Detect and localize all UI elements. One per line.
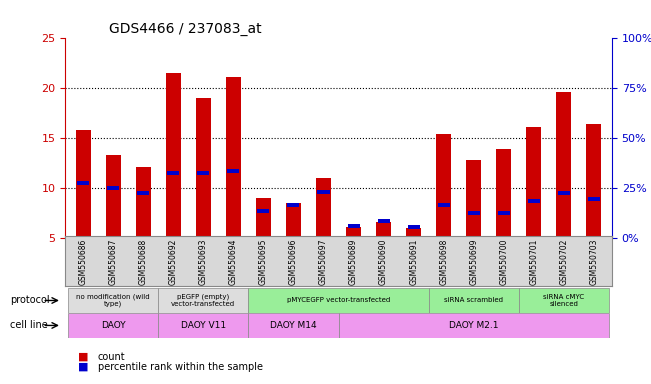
Text: GSM550694: GSM550694 — [229, 239, 238, 285]
Bar — [378, 219, 389, 223]
Bar — [197, 171, 210, 175]
Bar — [196, 98, 211, 238]
Text: pEGFP (empty)
vector-transfected: pEGFP (empty) vector-transfected — [171, 294, 236, 307]
Text: GSM550688: GSM550688 — [139, 239, 148, 285]
Bar — [166, 73, 181, 238]
Bar — [346, 227, 361, 238]
Text: GSM550687: GSM550687 — [109, 239, 118, 285]
Bar — [466, 160, 481, 238]
Text: GSM550691: GSM550691 — [409, 239, 418, 285]
FancyBboxPatch shape — [339, 313, 609, 338]
Bar — [227, 169, 240, 173]
Bar — [437, 203, 450, 207]
Text: no modification (wild
type): no modification (wild type) — [76, 293, 150, 308]
FancyBboxPatch shape — [158, 313, 249, 338]
FancyBboxPatch shape — [249, 313, 339, 338]
Bar — [558, 191, 570, 195]
Text: count: count — [98, 352, 125, 362]
Text: GSM550695: GSM550695 — [259, 239, 268, 285]
FancyBboxPatch shape — [68, 313, 158, 338]
Text: ■: ■ — [78, 352, 89, 362]
Text: cell line: cell line — [10, 320, 48, 331]
Text: GSM550692: GSM550692 — [169, 239, 178, 285]
Text: siRNA scrambled: siRNA scrambled — [444, 298, 503, 303]
Text: siRNA cMYC
silenced: siRNA cMYC silenced — [544, 294, 585, 307]
Bar — [137, 191, 149, 195]
Bar — [256, 198, 271, 238]
Text: GSM550686: GSM550686 — [79, 239, 88, 285]
Text: GSM550693: GSM550693 — [199, 239, 208, 285]
Bar — [436, 134, 451, 238]
Bar — [76, 130, 90, 238]
Bar — [318, 190, 329, 194]
FancyBboxPatch shape — [68, 288, 158, 313]
Bar — [496, 149, 511, 238]
Text: DAOY M2.1: DAOY M2.1 — [449, 321, 499, 330]
Bar — [288, 203, 299, 207]
Bar — [257, 209, 270, 213]
Text: DAOY M14: DAOY M14 — [270, 321, 317, 330]
Text: DAOY V11: DAOY V11 — [181, 321, 226, 330]
Text: percentile rank within the sample: percentile rank within the sample — [98, 362, 262, 372]
Text: pMYCEGFP vector-transfected: pMYCEGFP vector-transfected — [287, 298, 390, 303]
Bar — [587, 124, 602, 238]
Bar — [77, 181, 89, 185]
Text: DAOY: DAOY — [101, 321, 126, 330]
Bar — [406, 228, 421, 238]
Text: GSM550699: GSM550699 — [469, 239, 478, 285]
Bar — [467, 211, 480, 215]
Text: GSM550703: GSM550703 — [589, 239, 598, 285]
Bar — [107, 186, 119, 190]
FancyBboxPatch shape — [249, 288, 428, 313]
Text: GSM550690: GSM550690 — [379, 239, 388, 285]
Bar — [135, 167, 151, 238]
Bar — [588, 197, 600, 201]
Text: ■: ■ — [78, 362, 89, 372]
Bar — [408, 225, 420, 229]
Text: GSM550697: GSM550697 — [319, 239, 328, 285]
Text: GSM550700: GSM550700 — [499, 239, 508, 285]
Text: GSM550701: GSM550701 — [529, 239, 538, 285]
Bar — [498, 211, 510, 215]
Bar — [526, 127, 542, 238]
Text: GDS4466 / 237083_at: GDS4466 / 237083_at — [109, 22, 262, 36]
FancyBboxPatch shape — [428, 288, 519, 313]
Text: GSM550696: GSM550696 — [289, 239, 298, 285]
Text: GSM550689: GSM550689 — [349, 239, 358, 285]
Bar — [557, 92, 572, 238]
FancyBboxPatch shape — [158, 288, 249, 313]
Bar — [105, 155, 120, 238]
Bar — [316, 178, 331, 238]
Bar — [528, 199, 540, 203]
Bar — [348, 224, 359, 228]
Bar — [167, 171, 179, 175]
Bar — [286, 203, 301, 238]
FancyBboxPatch shape — [519, 288, 609, 313]
Bar — [376, 222, 391, 238]
Text: GSM550702: GSM550702 — [559, 239, 568, 285]
Text: GSM550698: GSM550698 — [439, 239, 448, 285]
Text: protocol: protocol — [10, 295, 49, 306]
Bar — [226, 77, 241, 238]
